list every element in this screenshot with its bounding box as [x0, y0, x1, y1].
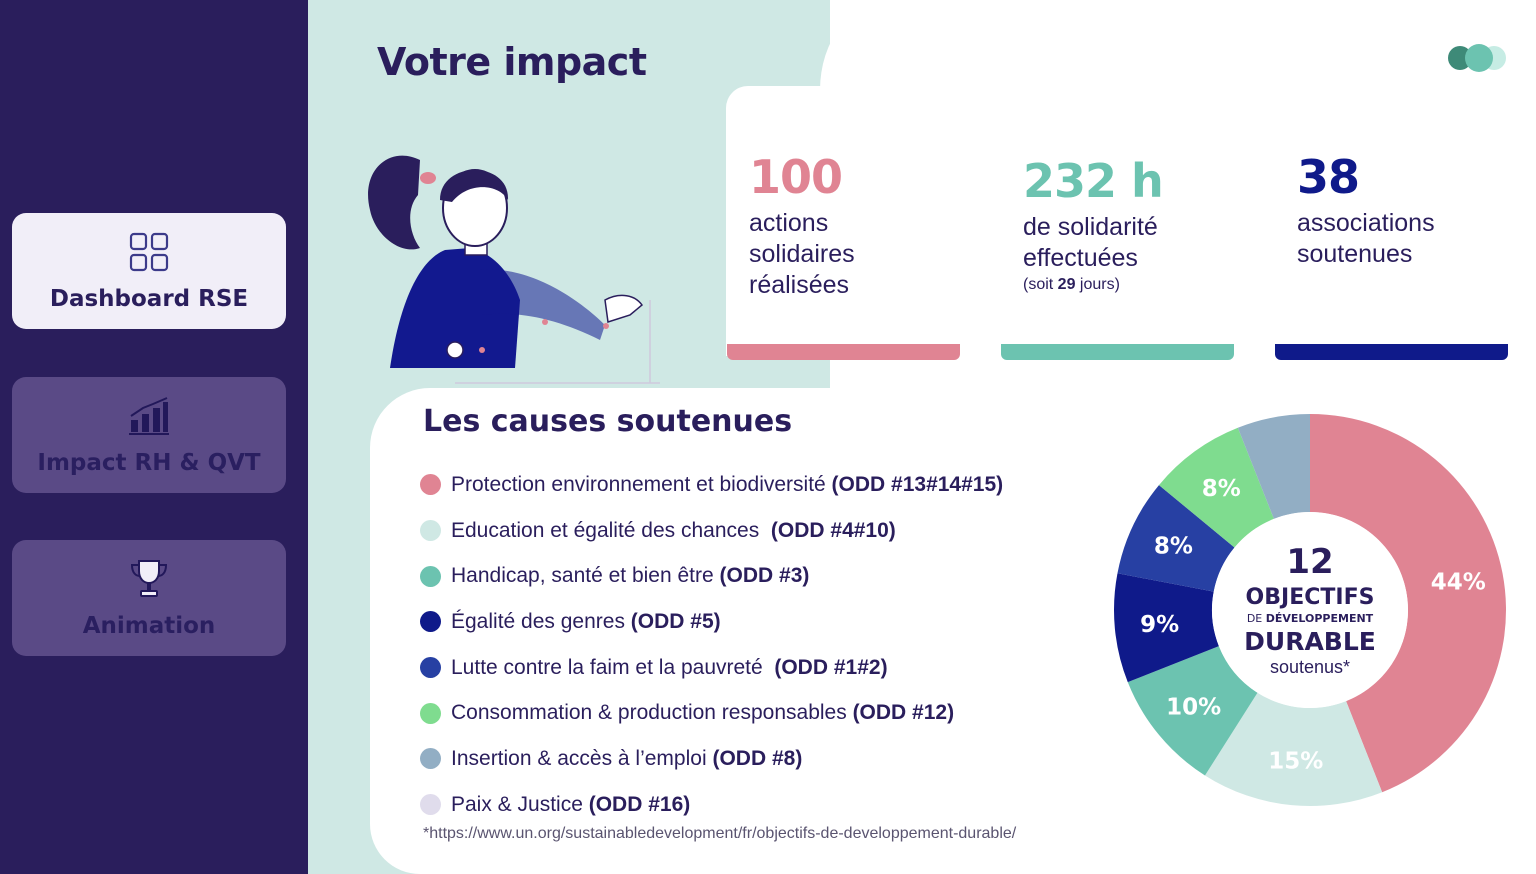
cause-label: Égalité des genres [451, 609, 631, 633]
sidebar-item-label: Impact RH & QVT [37, 450, 261, 476]
stat-value: 232 h [1023, 154, 1164, 208]
center-line-objectifs: OBJECTIFS [1245, 584, 1375, 610]
stat-bar-associations [1275, 344, 1508, 360]
cause-item: Égalité des genres (ODD #5) [420, 599, 1003, 645]
cause-label: Lutte contre la faim et la pauvreté [451, 655, 775, 679]
cause-item: Handicap, santé et bien être (ODD #3) [420, 553, 1003, 599]
donut-slice-label: 8% [1154, 534, 1193, 560]
page-title: Votre impact [377, 40, 647, 84]
stat-description: actions solidaires réalisées [749, 209, 855, 299]
donut-slice [1310, 414, 1506, 793]
cause-odd: (ODD #3) [719, 564, 810, 588]
grid-icon [129, 232, 169, 272]
cause-odd: (ODD #12) [852, 701, 955, 725]
footnote-link[interactable]: *https://www.un.org/sustainabledevelopme… [423, 825, 1017, 842]
center-line-prefix: DE [1246, 611, 1266, 625]
donut-slice [1114, 573, 1219, 683]
stats-panel [726, 86, 1536, 356]
stat-associations: 38 associations soutenues [1297, 150, 1467, 270]
cause-color-dot [420, 520, 441, 542]
cause-odd: (ODD #4#10) [770, 518, 896, 542]
app-logo [1448, 44, 1506, 72]
stat-description: de solidarité effectuées [1023, 213, 1158, 272]
woman-presenting-illustration [368, 155, 660, 384]
cause-label: Education et égalité des chances [451, 518, 771, 542]
cause-color-dot [420, 474, 441, 496]
stat-hours: 232 h de solidarité effectuées (soit 29 … [1023, 154, 1193, 294]
sidebar-item-animation[interactable]: Animation [12, 540, 286, 656]
stat-description: associations soutenues [1297, 209, 1435, 268]
center-line-bold: DÉVELOPPEMENT [1265, 611, 1374, 625]
trophy-icon [130, 560, 168, 597]
cause-odd: (ODD #16) [588, 792, 691, 816]
center-line-developpement: DE DÉVELOPPEMENT [1247, 611, 1373, 627]
cause-item: Education et égalité des chances (ODD #4… [420, 508, 1003, 554]
cause-label: Handicap, santé et bien être [451, 564, 720, 588]
causes-list: Protection environnement et biodiversité… [420, 462, 1003, 828]
cause-label: Insertion & accès à l’emploi [451, 746, 713, 770]
sidebar-item-label: Dashboard RSE [49, 286, 249, 312]
donut-slice [1158, 427, 1274, 548]
stat-subtext-days: 29 [1057, 276, 1076, 293]
odd-donut-chart: 44% 15% 10% 9% 8% 8% [1114, 414, 1506, 806]
cause-odd: (ODD #8) [712, 746, 803, 770]
donut-slice [1204, 692, 1383, 806]
cause-color-dot [420, 748, 441, 770]
cause-item: Protection environnement et biodiversité… [420, 462, 1003, 508]
center-line-durable: DURABLE [1244, 626, 1376, 656]
cause-item: Consommation & production responsables (… [420, 690, 1003, 736]
cause-label: Consommation & production responsables [451, 701, 853, 725]
donut-slice [1117, 485, 1235, 592]
stat-actions: 100 actions solidaires réalisées [749, 150, 909, 301]
cause-odd: (ODD #5) [630, 609, 721, 633]
cause-item: Insertion & accès à l’emploi (ODD #8) [420, 736, 1003, 782]
donut-slice-label: 8% [1202, 476, 1241, 502]
speech-tail [955, 330, 1015, 388]
sidebar-item-impact-rh-qvt[interactable]: Impact RH & QVT [12, 377, 286, 493]
cause-color-dot [420, 702, 441, 724]
cause-color-dot [420, 565, 441, 587]
stat-subtext-prefix: (soit [1023, 276, 1058, 293]
center-line-soutenus: soutenus* [1269, 656, 1351, 677]
cause-color-dot [420, 657, 441, 679]
donut-slice [1237, 414, 1310, 519]
donut-hole [1212, 512, 1408, 708]
sidebar-item-dashboard-rse[interactable]: Dashboard RSE [12, 213, 286, 329]
causes-title: Les causes soutenues [423, 404, 793, 439]
cause-label: Paix & Justice [451, 792, 589, 816]
stat-value: 100 [749, 150, 843, 204]
stat-bar-hours [1001, 344, 1234, 360]
cause-odd: (ODD #1#2) [774, 655, 888, 679]
donut-slice-label: 15% [1268, 748, 1323, 774]
donut-slice-label: 10% [1166, 694, 1221, 720]
cause-item: Lutte contre la faim et la pauvreté (ODD… [420, 645, 1003, 691]
donut-center-label: 12 OBJECTIFS DE DÉVELOPPEMENT DURABLE so… [1212, 512, 1408, 708]
cause-item: Paix & Justice (ODD #16) [420, 782, 1003, 828]
cause-color-dot [420, 611, 441, 633]
donut-slice [1127, 646, 1258, 776]
donut-slice-label: 9% [1140, 612, 1179, 638]
bar-chart-icon [129, 397, 169, 435]
cause-label: Protection environnement et biodiversité [451, 472, 832, 496]
stat-subtext: (soit 29 jours) [1023, 276, 1193, 294]
donut-slice-label: 44% [1431, 570, 1486, 596]
sidebar-item-label: Animation [82, 613, 216, 639]
stat-subtext-suffix: jours) [1075, 276, 1120, 293]
stat-value: 38 [1297, 150, 1360, 204]
cause-odd: (ODD #13#14#15) [831, 472, 1004, 496]
stat-bar-actions [727, 344, 960, 360]
cause-color-dot [420, 794, 441, 816]
odd-count: 12 [1286, 541, 1334, 582]
